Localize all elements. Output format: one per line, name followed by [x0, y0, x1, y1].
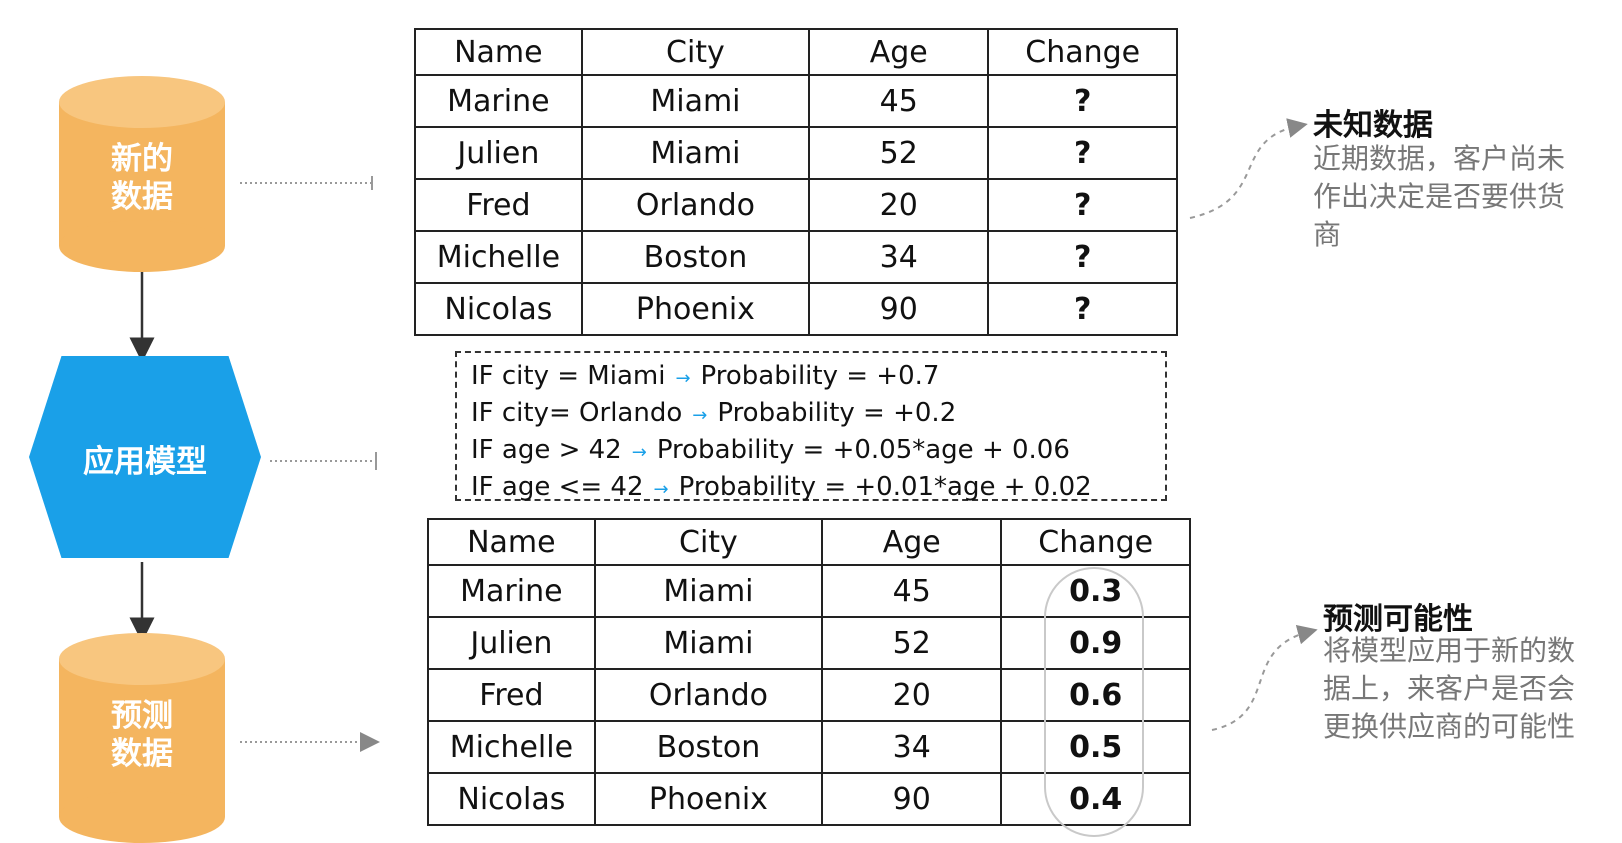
header-age: Age: [821, 518, 1003, 566]
table-row: Fred Orlando 20 0.6: [427, 668, 1191, 722]
right-arrow-icon: →: [631, 442, 647, 463]
header-name: Name: [414, 28, 583, 76]
header-age: Age: [808, 28, 990, 76]
table-row: Michelle Boston 34?: [414, 230, 1178, 284]
unknown-data-table: Name City Age Change Marine Miami 45? Juli…: [414, 28, 1178, 336]
predicted-data-cylinder: 预测 数据: [59, 633, 225, 843]
rule-line: IF city= Orlando → Probability = +0.2: [471, 398, 957, 428]
unknown-data-title: 未知数据: [1313, 108, 1433, 143]
apply-model-label: 应用模型: [83, 444, 207, 480]
table-row: Julien Miami 52 0.9: [427, 616, 1191, 670]
right-arrow-icon: →: [692, 405, 708, 426]
predicted-data-label: 预测 数据: [111, 698, 173, 772]
right-arrow-icon: →: [653, 479, 669, 500]
header-name: Name: [427, 518, 596, 566]
unknown-data-description: 近期数据，客户尚未 作出决定是否要供货 商: [1313, 142, 1566, 251]
table-row: Nicolas Phoenix 90 0.4: [427, 772, 1191, 826]
predict-description: 将模型应用于新的数 据上，来客户是否会 更换供应商的可能性: [1323, 634, 1576, 743]
table-row: Marine Miami 45?: [414, 74, 1178, 128]
model-rules-box: IF city = Miami → Probability = +0.7 IF ci…: [455, 351, 1167, 502]
header-city: City: [593, 518, 824, 566]
rule-line: IF city = Miami → Probability = +0.7: [471, 361, 940, 391]
header-city: City: [580, 28, 811, 76]
rule-line: IF age <= 42 → Probability = +0.01*age + 0…: [471, 472, 1092, 502]
rule-line: IF age > 42 → Probability = +0.05*age + 0.…: [471, 435, 1070, 465]
header-change: Change: [987, 28, 1178, 76]
curve-arrow-predict: [1211, 624, 1318, 731]
apply-model-hexagon: 应用模型: [29, 356, 261, 558]
new-data-cylinder: 新的 数据: [59, 76, 225, 272]
table-row: Julien Miami 52?: [414, 126, 1178, 180]
flow-connectors: [129, 118, 1318, 752]
table-row: Fred Orlando 20?: [414, 178, 1178, 232]
table-row: Michelle Boston 34 0.5: [427, 720, 1191, 774]
right-arrow-icon: →: [675, 368, 691, 389]
predicted-data-table: Name City Age Change Marine Miami 45 0.3 Ju…: [427, 518, 1191, 826]
new-data-label: 新的 数据: [111, 141, 173, 215]
header-change: Change: [1000, 518, 1191, 566]
curve-arrow-unknown: [1189, 118, 1308, 219]
change-highlight-oval: [1044, 567, 1144, 837]
table-row: Nicolas Phoenix 90?: [414, 282, 1178, 336]
predict-title: 预测可能性: [1323, 602, 1473, 637]
